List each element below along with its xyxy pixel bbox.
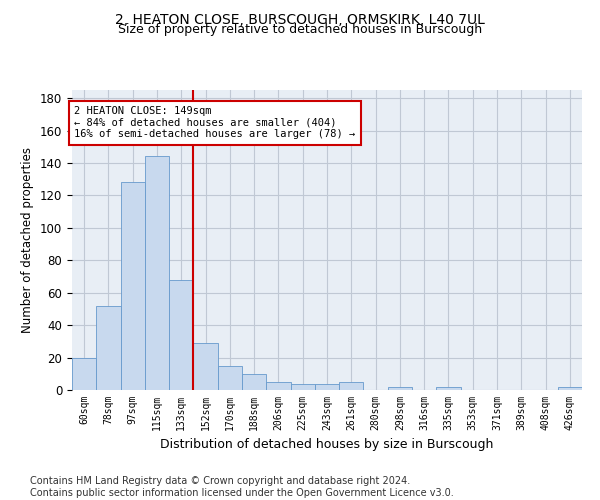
Bar [169,280,193,390]
Bar [558,387,582,390]
Y-axis label: Number of detached properties: Number of detached properties [22,147,34,333]
X-axis label: Distribution of detached houses by size in Burscough: Distribution of detached houses by size … [160,438,494,452]
Bar [315,384,339,390]
Bar [436,387,461,390]
Bar [145,156,169,390]
Bar [121,182,145,390]
Bar [96,306,121,390]
Bar [242,374,266,390]
Bar [218,366,242,390]
Bar [72,358,96,390]
Bar [339,382,364,390]
Bar [193,343,218,390]
Bar [266,382,290,390]
Text: 2 HEATON CLOSE: 149sqm
← 84% of detached houses are smaller (404)
16% of semi-de: 2 HEATON CLOSE: 149sqm ← 84% of detached… [74,106,356,140]
Text: Contains HM Land Registry data © Crown copyright and database right 2024.
Contai: Contains HM Land Registry data © Crown c… [30,476,454,498]
Text: Size of property relative to detached houses in Burscough: Size of property relative to detached ho… [118,22,482,36]
Bar [388,387,412,390]
Bar [290,384,315,390]
Text: 2, HEATON CLOSE, BURSCOUGH, ORMSKIRK, L40 7UL: 2, HEATON CLOSE, BURSCOUGH, ORMSKIRK, L4… [115,12,485,26]
